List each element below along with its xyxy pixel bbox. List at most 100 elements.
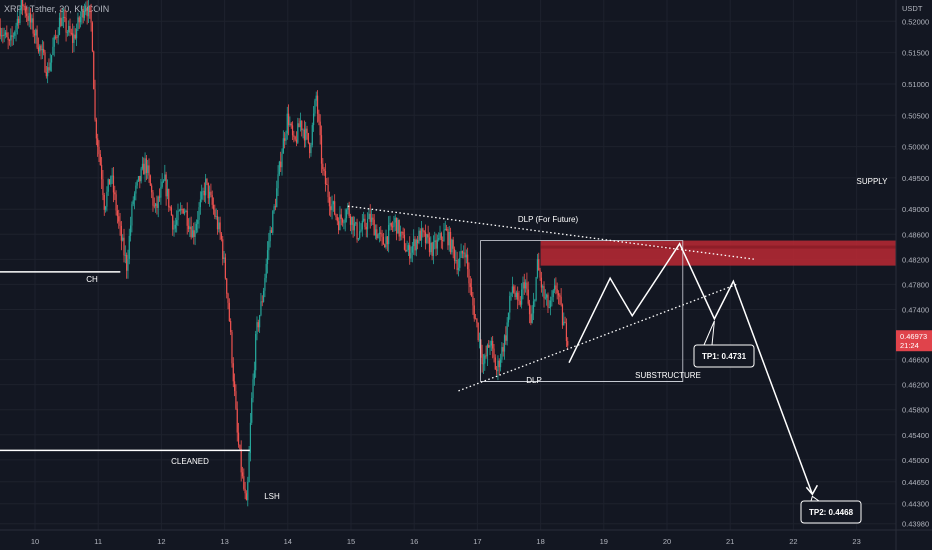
candle-body	[278, 161, 280, 175]
candle-body	[176, 219, 178, 225]
candle-body	[372, 217, 374, 220]
candle-body	[406, 250, 408, 252]
candle-body	[194, 230, 196, 237]
candle-body	[365, 226, 367, 230]
y-tick-label: 0.51500	[902, 49, 929, 58]
candle-body	[87, 6, 90, 17]
candle-body	[486, 345, 489, 357]
candle-body	[405, 249, 407, 252]
candle-body	[137, 176, 140, 181]
candle-body	[302, 129, 304, 131]
candle-body	[550, 300, 552, 308]
candle-body	[58, 17, 61, 35]
candle-body	[318, 113, 320, 122]
candle-body	[227, 293, 229, 303]
candle-body	[218, 222, 220, 230]
candle-body	[528, 303, 531, 315]
candle-body	[388, 224, 390, 245]
candle-body	[442, 240, 444, 241]
candle-body	[147, 165, 149, 173]
candle-body	[128, 235, 130, 259]
candle-body	[332, 201, 334, 205]
candle-body	[53, 36, 55, 47]
candle-body	[467, 254, 469, 270]
candle-body	[301, 120, 303, 131]
candle-body	[85, 8, 87, 11]
candle-body	[186, 210, 188, 226]
candle-body	[43, 49, 45, 53]
annotation-labels: TP1: 0.4731 TP2: 0.4468 SUPPLY CH CLEANED LSH…	[86, 177, 888, 524]
candle-body	[360, 229, 362, 232]
x-tick-label: 14	[284, 537, 292, 546]
candle-body	[394, 217, 396, 223]
candle-body	[297, 123, 299, 143]
grid-lines	[0, 0, 896, 530]
candle-body	[310, 144, 312, 154]
candle-body	[139, 176, 141, 182]
candle-body	[104, 206, 107, 210]
candle-body	[41, 49, 43, 51]
candle-body	[445, 228, 448, 230]
candle-body	[3, 34, 5, 36]
y-tick-label: 0.48200	[902, 255, 929, 264]
x-tick-label: 16	[410, 537, 418, 546]
candle-body	[326, 184, 328, 185]
candle-body	[473, 305, 475, 319]
candle-body	[230, 321, 232, 333]
candle-body	[459, 258, 461, 268]
candle-body	[83, 10, 86, 18]
candle-body	[156, 203, 158, 208]
candle-body	[452, 239, 454, 249]
candle-body	[531, 313, 533, 323]
candle-body	[324, 171, 327, 185]
candle-body	[522, 282, 524, 290]
candle-body	[199, 199, 201, 208]
candle-body	[353, 223, 356, 231]
candle-body	[0, 35, 3, 37]
candle-body	[347, 205, 349, 210]
candle-body	[307, 132, 309, 144]
candle-body	[89, 6, 91, 12]
candle-body	[393, 222, 395, 227]
candle-body	[170, 207, 173, 216]
candle-body	[422, 228, 424, 232]
candle-body	[374, 229, 377, 236]
candle-body	[534, 300, 536, 302]
candle-body	[33, 33, 36, 36]
candle-body	[98, 146, 100, 155]
candle-body	[503, 335, 506, 352]
candle-body	[336, 217, 338, 222]
candle-body	[72, 33, 74, 43]
time-axis[interactable]: 10 11 12 13 14 15 16 17 18 19 20 21 22 23	[0, 529, 932, 546]
candle-body	[363, 218, 365, 221]
candle-body	[61, 18, 63, 26]
candle-body	[499, 359, 502, 368]
candle-body	[152, 192, 154, 206]
candle-body	[160, 186, 162, 198]
candle-body	[18, 18, 20, 24]
candle-body	[434, 240, 436, 242]
candle-body	[247, 481, 249, 501]
price-axis[interactable]: USDT 0.52000 0.51500 0.51000 0.50500 0.50000 0…	[895, 0, 932, 550]
candle-body	[510, 292, 512, 297]
candle-body	[555, 285, 557, 290]
candle-body	[501, 347, 503, 360]
dlp-future-label: DLP (For Future)	[518, 215, 579, 224]
candle-body	[164, 174, 166, 181]
candle-body	[212, 204, 215, 210]
candle-body	[385, 236, 387, 248]
candle-body	[68, 25, 70, 33]
candle-body	[357, 238, 359, 240]
last-price-badge	[896, 330, 932, 352]
candle-body	[481, 353, 483, 365]
candle-body	[265, 263, 267, 279]
candle-body	[208, 191, 211, 199]
candle-body	[507, 312, 510, 323]
candle-body	[478, 339, 481, 341]
candle-body	[95, 119, 97, 139]
candle-body	[195, 223, 198, 231]
dlp-future-trendline	[347, 205, 756, 261]
y-tick-label: 0.50500	[902, 111, 929, 120]
candle-body	[252, 379, 254, 398]
